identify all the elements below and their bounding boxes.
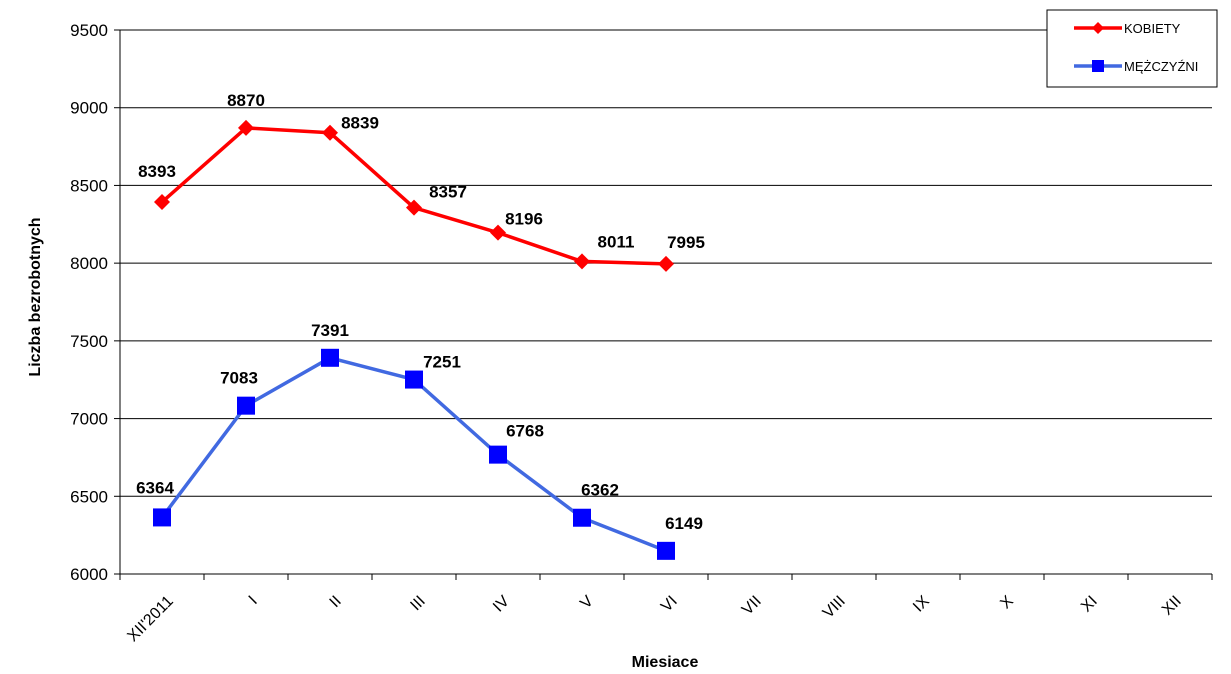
x-tick-label: II [327, 593, 345, 611]
x-tick-label: XI [1078, 593, 1101, 616]
y-tick-label: 8000 [70, 254, 108, 273]
data-label: 6362 [581, 481, 619, 500]
y-tick-label: 7000 [70, 410, 108, 429]
x-tick-label: XII'2011 [124, 593, 176, 645]
series-0 [154, 119, 674, 272]
y-tick-label: 9500 [70, 21, 108, 40]
series-layer [153, 119, 675, 560]
data-label: 8870 [227, 91, 265, 110]
legend: KOBIETY MĘŻCZYŹNI [1046, 9, 1218, 88]
data-point [573, 508, 591, 527]
gridlines [120, 29, 1212, 497]
data-label: 7995 [667, 233, 705, 252]
y-axis-title: Liczba bezrobotnych [27, 217, 44, 376]
data-point [658, 255, 674, 272]
data-label: 8011 [598, 232, 635, 251]
data-point [657, 541, 675, 560]
data-label: 6364 [136, 478, 174, 497]
y-tick-label: 9000 [70, 99, 108, 118]
data-label: 7391 [311, 321, 349, 340]
legend-label: MĘŻCZYŹNI [1124, 59, 1198, 74]
y-tick-label: 8500 [70, 176, 108, 195]
x-tick-label: XII [1159, 593, 1185, 619]
x-tick-label: VI [658, 593, 681, 616]
legend-box [1046, 9, 1218, 88]
x-tick-label: IV [490, 593, 513, 616]
data-point [237, 396, 255, 415]
x-tick-label: IX [910, 593, 933, 616]
data-point [405, 370, 423, 389]
series-1 [153, 348, 675, 560]
data-point [322, 124, 338, 141]
data-label: 8357 [429, 183, 467, 202]
data-point [574, 253, 590, 270]
axes [119, 30, 1212, 575]
data-point [153, 508, 171, 527]
x-axis-title: Miesiace [632, 654, 699, 671]
y-axis-ticks: 6000 6500 7000 7500 8000 8500 9000 9500 [70, 21, 120, 584]
y-tick-label: 6000 [70, 565, 108, 584]
data-point [321, 348, 339, 367]
data-label: 8839 [341, 114, 379, 133]
x-tick-label: X [997, 593, 1017, 613]
data-point [490, 224, 506, 241]
x-tick-label: VII [739, 593, 765, 619]
x-tick-label: VIII [820, 593, 849, 622]
legend-swatch-marker [1092, 60, 1104, 72]
x-tick-label: V [577, 593, 597, 613]
data-label: 7251 [423, 353, 461, 372]
y-tick-label: 6500 [70, 487, 108, 506]
x-axis-ticks: XII'2011 I II III IV V VI VII VIII IX X XI XII [119, 574, 1213, 645]
data-point [406, 199, 422, 216]
series-line [160, 126, 667, 266]
data-point [489, 445, 507, 464]
data-label: 8393 [138, 162, 176, 181]
data-label: 6768 [506, 422, 544, 441]
data-point [154, 194, 170, 211]
data-point [238, 119, 254, 136]
data-label: 6149 [665, 514, 703, 533]
data-label: 7083 [220, 369, 258, 388]
data-label: 8196 [505, 210, 543, 229]
y-tick-label: 7500 [70, 332, 108, 351]
x-tick-label: I [246, 593, 261, 608]
data-labels: 8393 8870 8839 8357 8196 8011 7995 6364 7083 7391… [136, 91, 705, 533]
x-tick-label: III [407, 593, 428, 614]
legend-swatch-marker [1092, 22, 1104, 34]
legend-label: KOBIETY [1124, 21, 1181, 36]
